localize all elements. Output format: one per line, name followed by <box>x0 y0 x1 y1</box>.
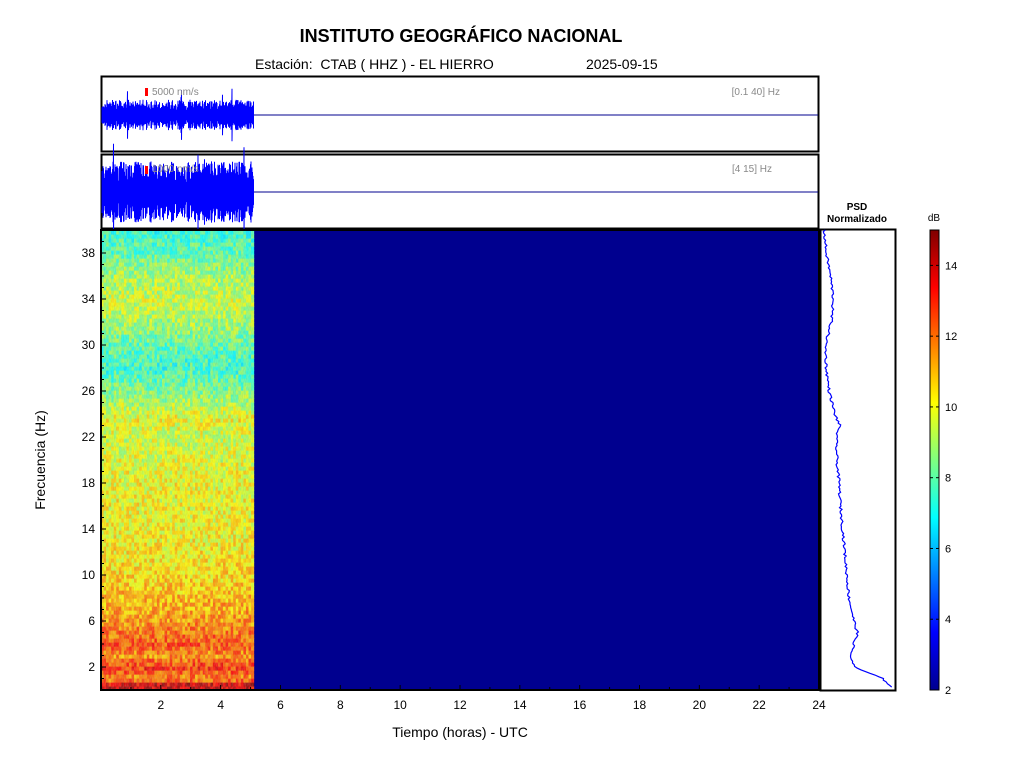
x-tick-label: 14 <box>513 698 527 712</box>
trace-panel-filtered <box>100 143 820 241</box>
x-tick-label: 22 <box>752 698 766 712</box>
psd-curve <box>822 229 893 688</box>
y-tick-label: 14 <box>82 522 96 536</box>
x-tick-label: 12 <box>453 698 467 712</box>
colorbar-tick-label: 8 <box>945 473 951 485</box>
y-axis-label: Frecuencia (Hz) <box>32 410 48 510</box>
x-tick-label: 16 <box>573 698 587 712</box>
y-tick-label: 18 <box>82 476 96 490</box>
x-tick-label: 4 <box>217 698 224 712</box>
psd-title: PSD Normalizado <box>818 202 896 226</box>
x-tick-label: 18 <box>633 698 647 712</box>
colorbar-tick-label: 6 <box>945 543 951 555</box>
trace-panel-broadband <box>100 75 820 153</box>
y-tick-label: 2 <box>88 660 95 674</box>
colorbar-tick-label: 14 <box>945 260 957 272</box>
station-label: Estación: CTAB ( HHZ ) - EL HIERRO <box>255 56 494 72</box>
x-tick-label: 10 <box>393 698 407 712</box>
scale-label: 5000 nm/s <box>152 87 199 98</box>
colorbar-tick-label: 12 <box>945 331 957 343</box>
y-tick-label: 22 <box>82 430 96 444</box>
x-axis-ticks: 2 4 6 8 10 12 14 16 18 20 22 24 <box>130 685 826 712</box>
scale-bar-marker <box>145 166 148 174</box>
x-tick-label: 2 <box>157 698 164 712</box>
x-tick-label: 24 <box>812 698 826 712</box>
x-axis-label: Tiempo (horas) - UTC <box>392 724 528 740</box>
y-tick-label: 34 <box>82 292 96 306</box>
x-tick-label: 8 <box>337 698 344 712</box>
y-tick-label: 38 <box>82 246 96 260</box>
band-label: [4 15] Hz <box>731 164 772 175</box>
band-label: [0.1 40] Hz <box>731 87 780 98</box>
colorbar-tick-label: 10 <box>945 402 957 414</box>
colorbar-unit: dB <box>927 213 941 224</box>
y-tick-label: 6 <box>88 614 95 628</box>
colorbar-ticks: 2 4 6 8 10 12 14 <box>930 260 957 697</box>
colorbar-tick-label: 2 <box>945 685 951 697</box>
psd-title-line1: PSD <box>846 202 868 213</box>
psd-panel <box>819 228 897 692</box>
chart-title: INSTITUTO GEOGRÁFICO NACIONAL <box>299 26 623 46</box>
seismogram-trace <box>101 143 254 241</box>
y-tick-label: 30 <box>82 338 96 352</box>
x-tick-label: 20 <box>693 698 707 712</box>
y-tick-label: 10 <box>82 568 96 582</box>
seismogram-trace <box>101 88 254 142</box>
colorbar: 2 4 6 8 10 12 14 <box>929 229 957 697</box>
scale-bar-marker <box>145 88 148 96</box>
y-tick-label: 26 <box>82 384 96 398</box>
x-tick-label: 6 <box>277 698 284 712</box>
scale-label: 1000 nm/s <box>152 164 199 175</box>
psd-title-line2: Normalizado <box>826 214 887 225</box>
colorbar-tick-label: 4 <box>945 614 951 626</box>
date-label: 2025-09-15 <box>586 56 658 72</box>
